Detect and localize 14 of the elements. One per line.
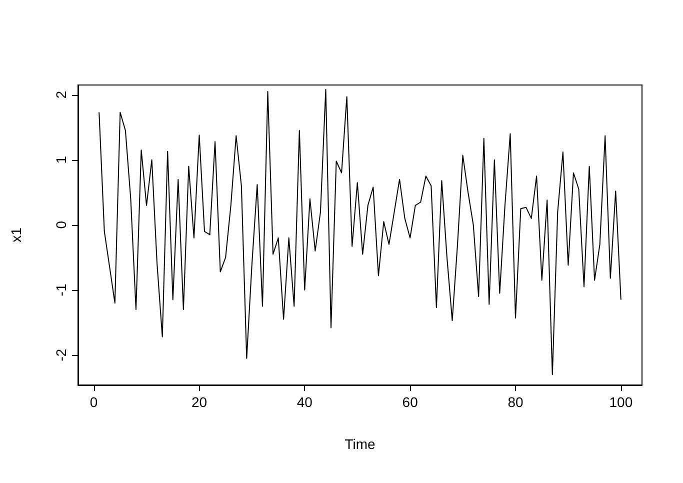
y-tick-label: -1: [53, 284, 69, 296]
x-tick-label: 60: [402, 394, 418, 410]
x-tick-label: 20: [191, 394, 208, 410]
y-axis-title: x1: [8, 227, 24, 242]
y-tick-label: 1: [53, 156, 69, 164]
line-series: [98, 89, 622, 376]
x-tick-label: 0: [90, 394, 98, 410]
y-tick-label: 0: [53, 220, 69, 229]
x-tick-label: 40: [296, 394, 313, 410]
x-tick-label: 100: [609, 394, 633, 410]
y-tick-label: 2: [53, 90, 69, 99]
x-tick-label: 80: [508, 394, 524, 410]
y-tick-label: -2: [53, 348, 69, 362]
x-axis-title: Time: [344, 436, 376, 452]
